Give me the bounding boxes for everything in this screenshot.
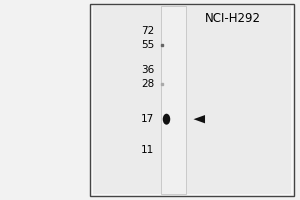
Text: 72: 72 <box>141 26 154 36</box>
Polygon shape <box>194 115 205 123</box>
Text: 17: 17 <box>141 114 154 124</box>
Text: 28: 28 <box>141 79 154 89</box>
Text: NCI-H292: NCI-H292 <box>205 12 261 25</box>
Text: 11: 11 <box>141 145 154 155</box>
Bar <box>160 6 186 194</box>
Text: 55: 55 <box>141 40 154 50</box>
Bar <box>93 6 291 194</box>
Bar <box>90 4 294 196</box>
Ellipse shape <box>163 114 170 125</box>
Text: 36: 36 <box>141 65 154 75</box>
